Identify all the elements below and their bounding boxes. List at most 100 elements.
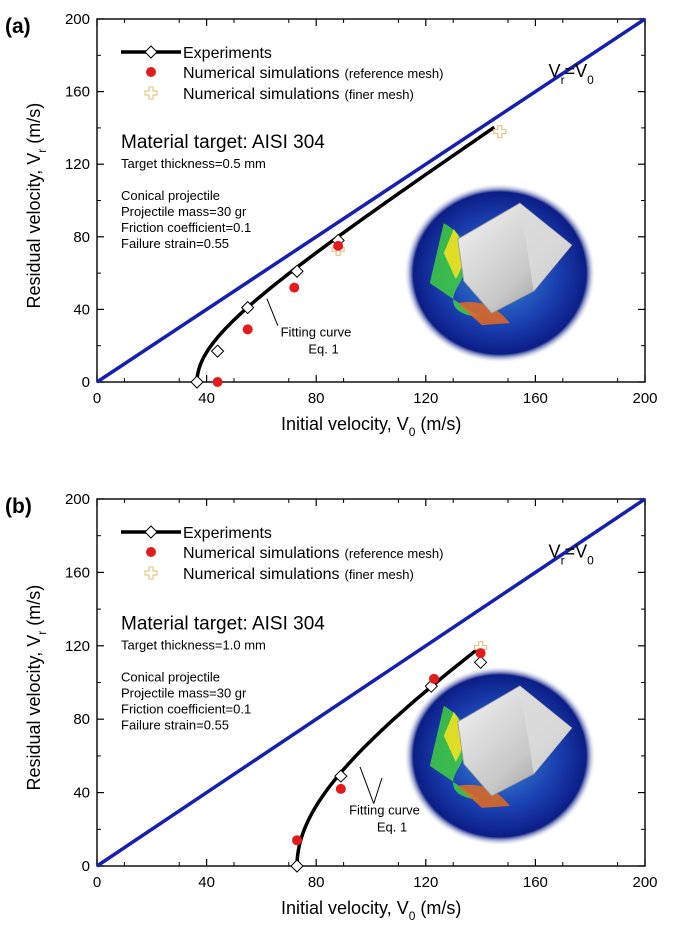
fitting-pointer bbox=[359, 766, 375, 804]
experiment-point bbox=[290, 859, 304, 873]
legend-label-finer-main: Numerical simulations bbox=[183, 566, 340, 583]
y-tick-label: 40 bbox=[73, 301, 90, 318]
y-axis-label-group: Residual velocity, Vr (m/s) bbox=[24, 585, 49, 791]
diagonal-label: Vr=V0 bbox=[549, 61, 595, 87]
legend-marker-reference bbox=[146, 67, 156, 77]
legend-label-finer-suffix: (finer mesh) bbox=[345, 567, 414, 582]
reference-mesh-point bbox=[429, 673, 440, 684]
x-tick-label: 0 bbox=[93, 874, 101, 891]
legend-marker-experiments bbox=[144, 45, 158, 59]
x-axis-label-unit: (m/s) bbox=[420, 898, 461, 918]
legend-marker-finer bbox=[144, 566, 158, 580]
y-tick-label: 0 bbox=[82, 374, 90, 391]
projectile-face bbox=[519, 685, 572, 774]
y-tick-label: 80 bbox=[73, 711, 90, 728]
fitting-curve bbox=[195, 125, 496, 383]
legend-label-reference-suffix: (reference mesh) bbox=[345, 546, 444, 561]
legend-label-experiments: Experiments bbox=[183, 525, 272, 542]
diagonal-label-eq: =V bbox=[565, 61, 588, 81]
x-tick-label: 200 bbox=[632, 390, 657, 407]
simulation-illustration bbox=[403, 665, 596, 846]
diagonal-line bbox=[96, 17, 646, 384]
y-axis-label-unit: (m/s) bbox=[24, 585, 44, 626]
experiment-point bbox=[473, 655, 488, 670]
x-tick-label: 80 bbox=[308, 874, 325, 891]
y-tick-label: 160 bbox=[65, 564, 90, 581]
experiment-point bbox=[210, 344, 225, 358]
legend-label-reference-suffix: (reference mesh) bbox=[345, 66, 444, 81]
info-line: Failure strain=0.55 bbox=[121, 236, 229, 251]
x-axis-label-unit: (m/s) bbox=[420, 414, 461, 434]
y-tick-label: 200 bbox=[65, 11, 90, 28]
reference-mesh-point bbox=[289, 282, 300, 293]
legend-marker-finer bbox=[144, 86, 158, 100]
fitting-pointer bbox=[266, 298, 279, 326]
chart-panel-b: (b) 0 40 80 120 160 200 0 40 80 120 160 200 Initial v… bbox=[5, 491, 658, 923]
legend-label-reference-main: Numerical simulations bbox=[183, 65, 340, 82]
y-tick-label: 160 bbox=[65, 84, 90, 101]
x-axis-label: Initial velocity, V0 (m/s) bbox=[281, 414, 461, 439]
simulation-illustration bbox=[403, 183, 596, 364]
x-tick-label: 160 bbox=[523, 874, 548, 891]
fitting-curve-label: Fitting curve bbox=[349, 803, 420, 818]
fitting-pointer bbox=[373, 777, 383, 804]
reference-mesh-point bbox=[333, 240, 344, 251]
x-tick-label: 200 bbox=[632, 874, 657, 891]
x-axis-label-sub: 0 bbox=[409, 425, 416, 439]
y-axis-label-unit: (m/s) bbox=[24, 103, 44, 144]
info-line: Friction coefficient=0.1 bbox=[121, 701, 251, 716]
fitting-eq-label: Eq. 1 bbox=[308, 342, 338, 357]
fitting-curve-label: Fitting curve bbox=[281, 325, 352, 340]
chart-panel-a: (a) 0 40 80 120 160 200 0 40 80 120 160 200 Initial v… bbox=[5, 11, 658, 439]
y-tick-label: 80 bbox=[73, 229, 90, 246]
reference-mesh-point bbox=[292, 835, 303, 846]
x-tick-label: 80 bbox=[308, 390, 325, 407]
info-line: Friction coefficient=0.1 bbox=[121, 220, 251, 235]
target-thickness: Target thickness=1.0 mm bbox=[121, 637, 266, 652]
diagonal-label-eq: =V bbox=[565, 542, 588, 562]
diagonal-label-a: V bbox=[549, 542, 561, 562]
info-line: Conical projectile bbox=[121, 669, 220, 684]
x-axis-label-sub: 0 bbox=[409, 909, 416, 923]
x-tick-label: 120 bbox=[413, 390, 438, 407]
fitting-eq-label: Eq. 1 bbox=[377, 820, 407, 835]
y-axis-label-sub: r bbox=[35, 149, 49, 153]
experiment-point bbox=[334, 769, 348, 783]
legend-label-finer: Numerical simulations (finer mesh) bbox=[183, 566, 414, 583]
x-tick-label: 160 bbox=[523, 390, 548, 407]
reference-mesh-point bbox=[335, 783, 346, 794]
x-tick-label: 40 bbox=[198, 390, 215, 407]
reference-mesh-point bbox=[212, 377, 223, 387]
strain-contour-orange bbox=[457, 784, 510, 808]
diagonal-label-b-sub: 0 bbox=[587, 73, 594, 87]
y-tick-label: 120 bbox=[65, 156, 90, 173]
y-tick-label: 0 bbox=[82, 858, 90, 875]
legend-label-finer-suffix: (finer mesh) bbox=[345, 87, 414, 102]
legend-label-reference: Numerical simulations (reference mesh) bbox=[183, 65, 443, 82]
experiment-point bbox=[240, 300, 255, 315]
panel-label: (b) bbox=[5, 495, 32, 518]
x-axis-label-main: Initial velocity, V bbox=[281, 414, 409, 434]
legend-label-experiments: Experiments bbox=[183, 45, 272, 62]
legend-label-finer-main: Numerical simulations bbox=[183, 86, 340, 103]
diagonal-label-b-sub: 0 bbox=[587, 554, 594, 568]
projectile-face bbox=[519, 203, 572, 292]
strain-contour-orange bbox=[457, 301, 510, 326]
panel-label: (a) bbox=[5, 15, 31, 38]
diagonal-label-a: V bbox=[549, 61, 561, 81]
y-axis-label-main: Residual velocity, V bbox=[24, 635, 44, 791]
diagonal-label-a-sub: r bbox=[561, 73, 565, 87]
y-axis-label-group: Residual velocity, Vr (m/s) bbox=[24, 103, 49, 309]
finer-mesh-point bbox=[493, 124, 507, 139]
y-axis-label-sub: r bbox=[35, 631, 49, 635]
info-line: Conical projectile bbox=[121, 188, 220, 203]
y-axis-label-main: Residual velocity, V bbox=[24, 153, 44, 309]
diagonal-line bbox=[96, 497, 646, 868]
target-thickness: Target thickness=0.5 mm bbox=[121, 156, 266, 171]
legend-marker-experiments bbox=[144, 525, 158, 539]
y-tick-label: 40 bbox=[73, 785, 90, 802]
reference-mesh-point bbox=[242, 324, 253, 335]
info-line: Projectile mass=30 gr bbox=[121, 685, 247, 700]
legend-marker-reference bbox=[146, 547, 156, 557]
reference-mesh-point bbox=[475, 648, 486, 659]
